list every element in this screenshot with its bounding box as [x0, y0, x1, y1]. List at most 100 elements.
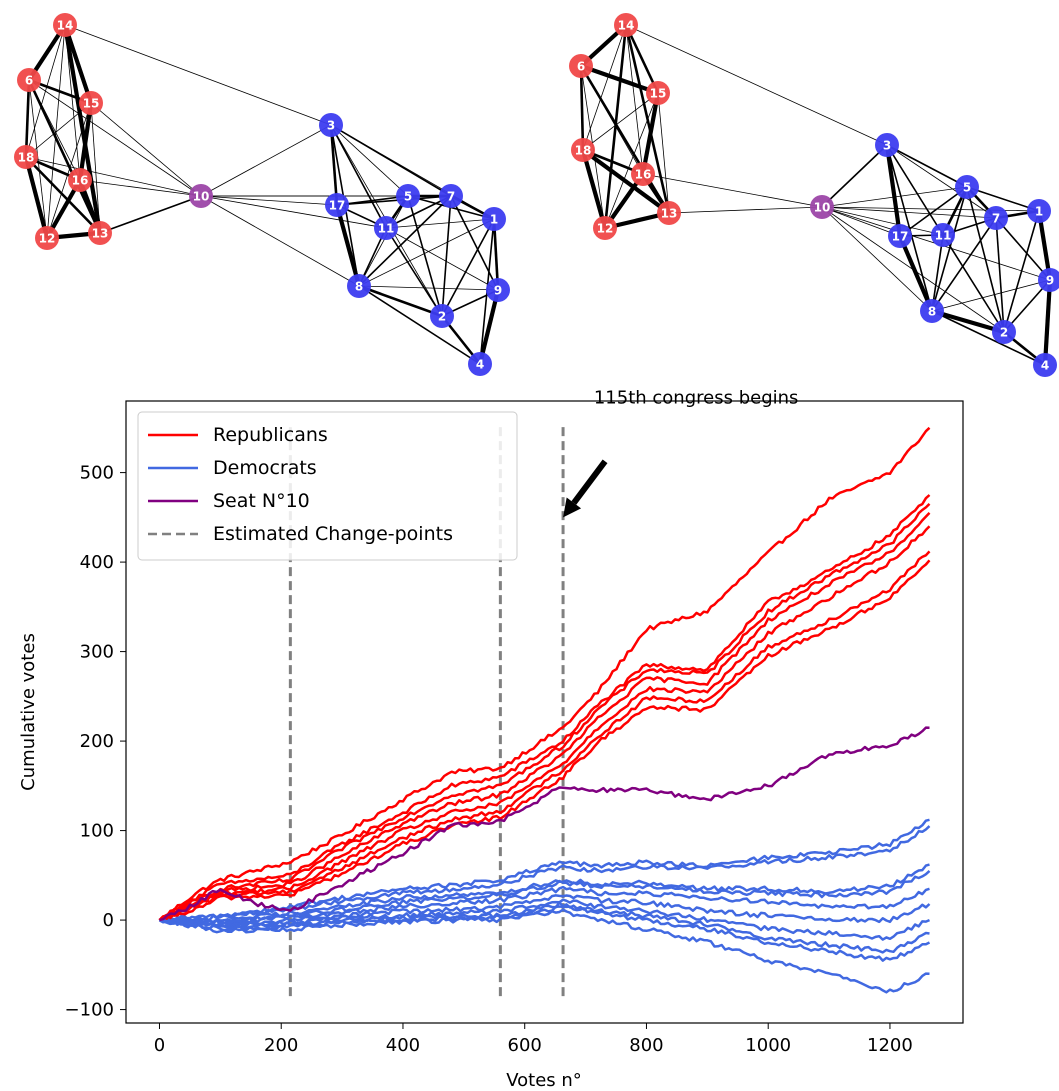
node-label: 8: [355, 280, 363, 294]
network-node-13: 13: [88, 221, 112, 245]
node-label: 5: [963, 181, 971, 195]
republican-series-line: [158, 559, 931, 922]
node-circle: [189, 184, 213, 208]
network-edge: [477, 289, 501, 365]
network-edge: [966, 186, 1040, 212]
node-circle: [347, 274, 371, 298]
network-edge: [385, 227, 499, 291]
annotation: 115th congress begins: [563, 388, 798, 518]
network-edge: [625, 24, 888, 146]
legend-label: Democrats: [213, 457, 317, 479]
right-network-nodes: 14 6 15 18 16 12 13 10 3 5 17 11 7 1 9 8 2 4: [569, 13, 1059, 377]
network-node-18: 18: [14, 145, 38, 169]
node-label: 3: [883, 139, 891, 153]
node-label: 17: [892, 230, 909, 244]
annotation-arrowhead: [563, 497, 582, 518]
network-edge: [385, 195, 452, 229]
network-edge: [886, 144, 997, 219]
legend-box: [137, 411, 518, 561]
y-axis-label: Cumulative votes: [18, 633, 39, 791]
node-circle: [396, 184, 420, 208]
network-edge: [931, 234, 944, 312]
node-circle: [68, 168, 92, 192]
network-node-5: 5: [396, 184, 420, 208]
node-circle: [657, 201, 681, 225]
network-edge: [821, 206, 944, 236]
network-edge: [358, 284, 443, 318]
network-edge: [25, 102, 92, 158]
network-edge: [582, 92, 659, 151]
node-circle: [920, 299, 944, 323]
series-lines: [158, 426, 931, 994]
node-circle: [810, 195, 834, 219]
x-tick-label: 400: [386, 1035, 420, 1056]
node-label: 6: [25, 74, 33, 88]
right-network-edges: [579, 23, 1053, 367]
network-node-14: 14: [614, 13, 638, 37]
y-tick-label: 200: [80, 731, 114, 752]
network-edge: [334, 204, 362, 287]
node-circle: [955, 175, 979, 199]
network-node-6: 6: [569, 54, 593, 78]
network-edge: [358, 218, 495, 287]
network-node-3: 3: [319, 113, 343, 137]
node-circle: [931, 223, 955, 247]
network-node-5: 5: [955, 175, 979, 199]
left-network-edges: [23, 23, 501, 365]
node-circle: [1027, 199, 1051, 223]
node-label: 2: [438, 310, 446, 324]
node-circle: [319, 113, 343, 137]
network-edge: [898, 235, 934, 312]
network-node-13: 13: [657, 201, 681, 225]
legend-label: Estimated Change-points: [213, 523, 453, 545]
network-edge: [884, 144, 903, 237]
republican-series-line: [158, 550, 931, 922]
network-node-12: 12: [35, 226, 59, 250]
democrat-series-line: [158, 898, 930, 941]
y-tick-label: 500: [80, 463, 114, 484]
network-node-2: 2: [430, 304, 454, 328]
legend-label: Republicans: [213, 424, 328, 446]
network-edge: [931, 279, 1051, 312]
node-circle: [1033, 353, 1057, 377]
democrat-series-line: [158, 901, 930, 954]
network-edge: [358, 285, 481, 365]
node-circle: [486, 278, 510, 302]
democrat-series-line: [158, 894, 931, 927]
democrat-series-line: [158, 869, 931, 925]
node-label: 1: [1035, 205, 1043, 219]
y-tick-label: 300: [80, 642, 114, 663]
network-node-8: 8: [920, 299, 944, 323]
network-node-9: 9: [1038, 268, 1059, 292]
network-edge: [46, 24, 66, 239]
network-node-2: 2: [992, 320, 1016, 344]
node-circle: [569, 54, 593, 78]
node-label: 6: [577, 60, 585, 74]
network-node-11: 11: [931, 223, 955, 247]
node-circle: [14, 145, 38, 169]
network-node-17: 17: [888, 224, 912, 248]
node-label: 4: [1041, 359, 1049, 373]
node-label: 13: [92, 227, 109, 241]
network-node-7: 7: [439, 184, 463, 208]
network-edge: [668, 206, 823, 214]
democrat-series-line: [158, 863, 930, 924]
node-label: 2: [1000, 326, 1008, 340]
node-circle: [646, 81, 670, 105]
right-network-graph: 14 6 15 18 16 12 13 10 3 5 17 11 7 1 9 8 2 4: [569, 13, 1059, 377]
network-edge: [450, 195, 499, 291]
x-tick-label: 1200: [867, 1035, 913, 1056]
node-circle: [614, 13, 638, 37]
y-tick-label: 100: [80, 821, 114, 842]
network-edge: [25, 156, 101, 234]
network-edge: [821, 206, 997, 219]
x-tick-label: 800: [629, 1035, 663, 1056]
network-edge: [358, 285, 499, 291]
node-circle: [875, 133, 899, 157]
network-node-3: 3: [875, 133, 899, 157]
node-label: 14: [618, 19, 635, 33]
democrat-series-line: [159, 905, 931, 962]
network-node-6: 6: [17, 68, 41, 92]
network-edge: [79, 179, 202, 197]
